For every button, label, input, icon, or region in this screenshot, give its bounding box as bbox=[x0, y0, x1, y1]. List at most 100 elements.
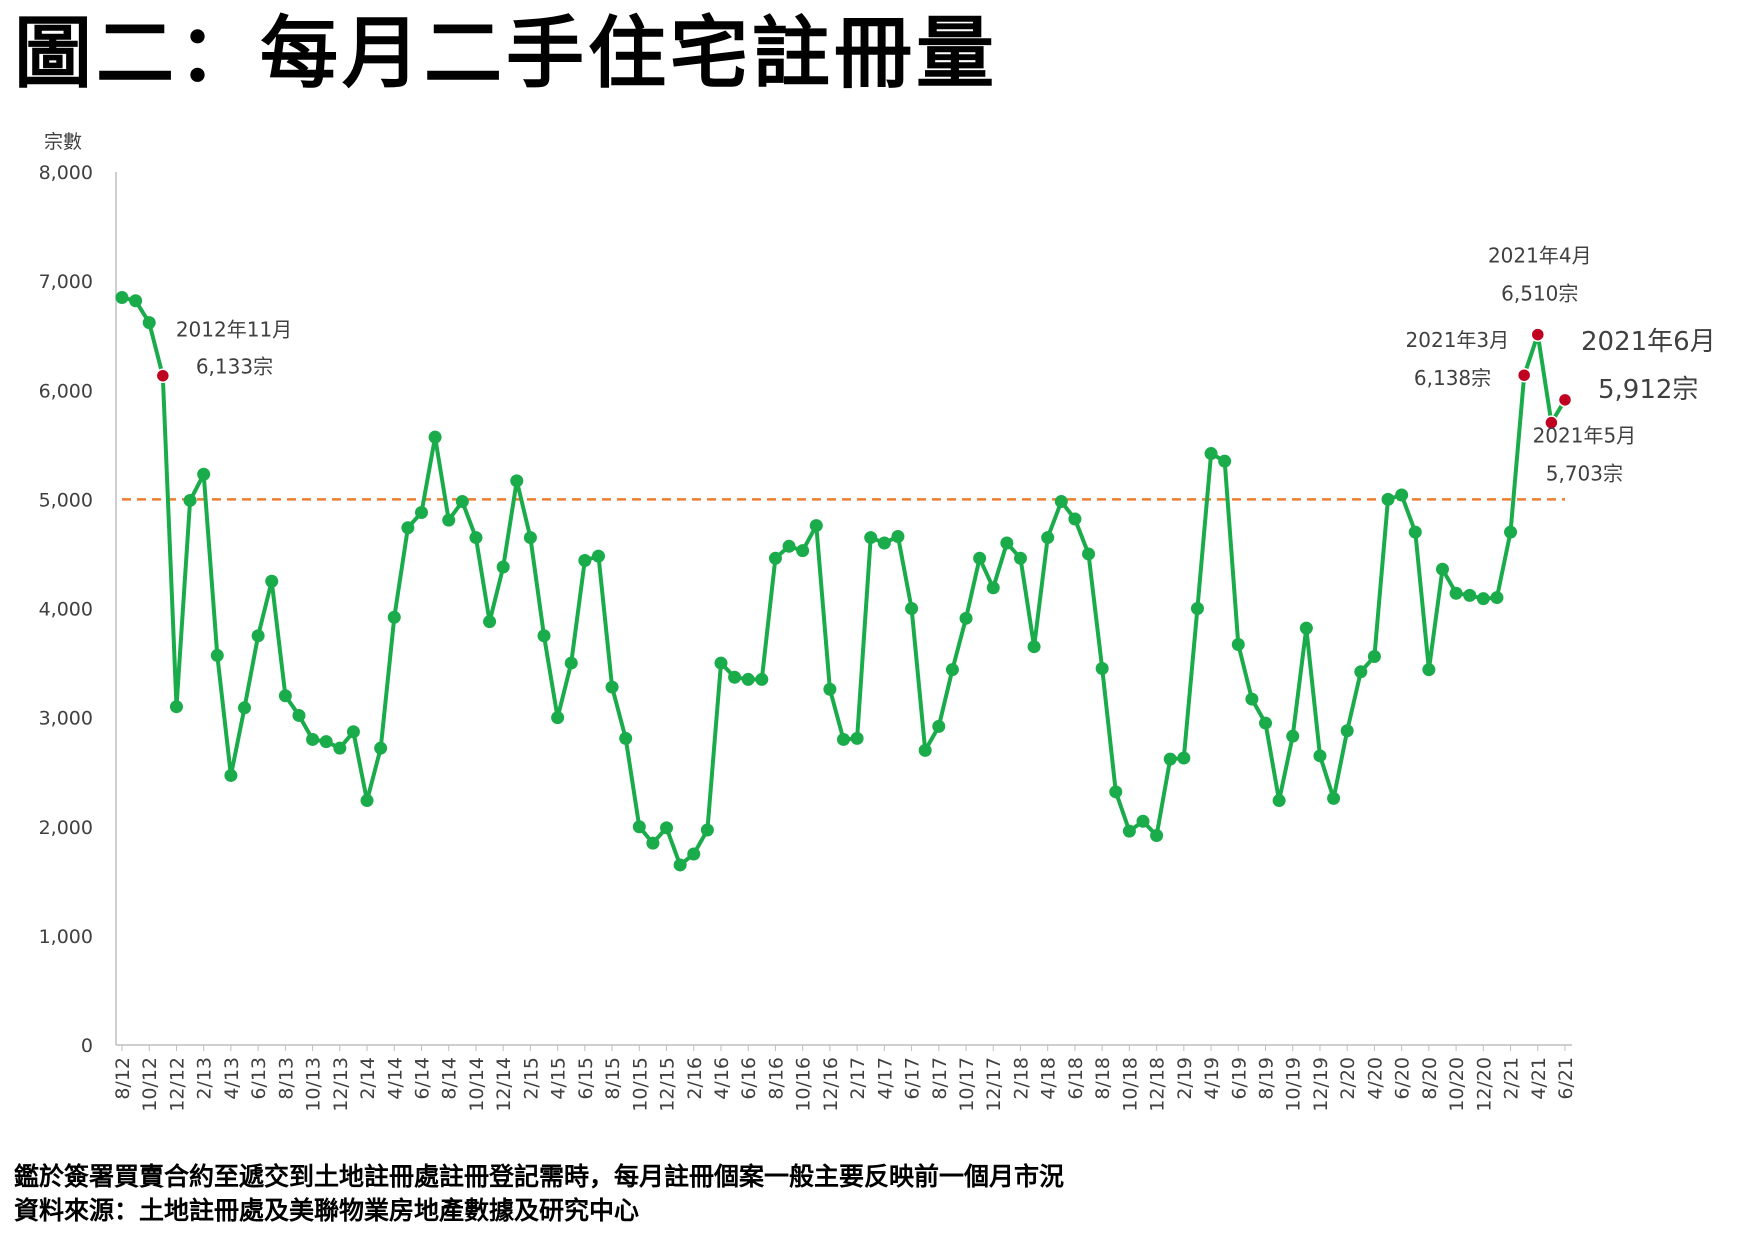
x-tick-label: 2/19 bbox=[1174, 1057, 1196, 1100]
x-tick-label: 4/16 bbox=[711, 1057, 733, 1100]
data-point bbox=[1095, 662, 1109, 676]
data-point bbox=[142, 316, 156, 330]
x-tick-label: 2/17 bbox=[847, 1057, 869, 1100]
x-tick-label: 8/15 bbox=[602, 1057, 624, 1100]
data-point bbox=[537, 629, 551, 643]
x-tick-label: 10/17 bbox=[956, 1057, 978, 1112]
data-point bbox=[823, 682, 837, 696]
x-tick-label: 2/13 bbox=[194, 1057, 216, 1100]
data-point bbox=[1340, 724, 1354, 738]
data-point bbox=[1190, 602, 1204, 615]
data-point bbox=[578, 553, 592, 567]
x-tick-label: 6/15 bbox=[575, 1057, 597, 1100]
annotation-value: 5,912宗 bbox=[1598, 375, 1698, 405]
x-tick-label: 2/21 bbox=[1501, 1057, 1523, 1100]
data-point bbox=[1354, 665, 1368, 679]
data-point bbox=[455, 495, 469, 509]
highlight-point bbox=[155, 368, 171, 383]
data-point bbox=[183, 493, 197, 507]
x-tick-label: 2/15 bbox=[520, 1057, 542, 1100]
data-point bbox=[1068, 512, 1082, 526]
x-tick-label: 10/16 bbox=[793, 1057, 815, 1112]
x-tick-label: 12/18 bbox=[1147, 1057, 1169, 1112]
x-axis-ticks: 8/12 10/12 12/12 2/13 4/13 6/13 8/13 10/13 12/13… bbox=[112, 1045, 1577, 1112]
x-tick-label: 12/16 bbox=[820, 1057, 842, 1112]
x-tick-label: 10/12 bbox=[139, 1057, 161, 1112]
x-tick-label: 4/14 bbox=[384, 1057, 406, 1100]
x-tick-label: 12/13 bbox=[330, 1057, 352, 1112]
x-tick-label: 6/13 bbox=[248, 1057, 270, 1100]
data-point bbox=[973, 551, 987, 565]
highlight-point bbox=[1544, 415, 1559, 430]
y-tick-label: 7,000 bbox=[39, 271, 93, 293]
data-point bbox=[768, 551, 782, 565]
data-point bbox=[687, 847, 701, 861]
data-point bbox=[605, 680, 619, 694]
data-point bbox=[551, 711, 565, 725]
data-point bbox=[306, 732, 320, 746]
highlight-point bbox=[1557, 392, 1573, 408]
x-tick-label: 6/16 bbox=[738, 1057, 760, 1100]
data-point bbox=[918, 743, 932, 757]
x-tick-label: 6/17 bbox=[902, 1057, 924, 1100]
annotation-value: 6,510宗 bbox=[1501, 282, 1578, 306]
data-point bbox=[510, 474, 524, 488]
footnote-source: 資料來源：土地註冊處及美聯物業房地產數據及研究中心 bbox=[14, 1196, 640, 1225]
x-tick-label: 2/20 bbox=[1337, 1057, 1359, 1100]
data-point bbox=[428, 430, 442, 444]
data-point bbox=[129, 294, 143, 308]
data-point bbox=[1122, 824, 1136, 838]
data-point bbox=[1204, 447, 1218, 461]
annotation-value: 6,138宗 bbox=[1414, 366, 1491, 390]
x-tick-label: 8/20 bbox=[1419, 1057, 1441, 1100]
series-line bbox=[121, 295, 1567, 867]
y-tick-label: 5,000 bbox=[39, 489, 93, 511]
annotation-value: 5,703宗 bbox=[1546, 462, 1623, 486]
x-tick-label: 12/20 bbox=[1473, 1057, 1495, 1112]
x-tick-label: 4/20 bbox=[1364, 1057, 1386, 1100]
x-tick-label: 4/19 bbox=[1201, 1057, 1223, 1100]
data-point bbox=[401, 521, 415, 535]
data-point bbox=[796, 544, 810, 558]
data-point bbox=[1449, 586, 1463, 600]
x-tick-label: 2/18 bbox=[1010, 1057, 1032, 1100]
annotation-date: 2021年4月 bbox=[1488, 244, 1592, 268]
x-tick-label: 12/14 bbox=[493, 1057, 515, 1112]
x-tick-label: 8/18 bbox=[1092, 1057, 1114, 1100]
x-tick-label: 6/14 bbox=[411, 1057, 433, 1100]
data-point bbox=[619, 731, 633, 745]
data-point bbox=[1395, 488, 1409, 502]
data-point bbox=[1299, 621, 1313, 635]
data-point bbox=[210, 648, 224, 662]
data-point bbox=[1327, 791, 1341, 805]
data-point bbox=[346, 725, 360, 739]
data-point bbox=[564, 656, 578, 670]
data-point bbox=[632, 820, 646, 834]
annotation-date: 2021年6月 bbox=[1581, 327, 1716, 357]
data-point bbox=[959, 611, 973, 625]
annotation-value: 6,133宗 bbox=[196, 355, 273, 379]
data-point bbox=[292, 708, 306, 722]
data-point bbox=[387, 610, 401, 624]
x-tick-label: 10/20 bbox=[1446, 1057, 1468, 1112]
data-point bbox=[1013, 551, 1027, 565]
data-point bbox=[714, 656, 728, 670]
x-tick-label: 6/21 bbox=[1555, 1057, 1577, 1100]
data-point bbox=[238, 701, 252, 715]
data-point bbox=[700, 823, 714, 837]
y-axis-label: 宗數 bbox=[44, 131, 82, 153]
data-point bbox=[360, 794, 374, 808]
x-tick-label: 2/16 bbox=[684, 1057, 706, 1100]
data-point bbox=[1231, 638, 1245, 652]
y-tick-label: 0 bbox=[81, 1035, 93, 1057]
x-tick-label: 4/18 bbox=[1038, 1057, 1060, 1100]
data-point bbox=[850, 731, 864, 745]
data-point bbox=[945, 663, 959, 677]
annotations: 2012年11月 6,133宗 2021年3月 6,138宗 2021年4月 6,510宗… bbox=[176, 244, 1716, 486]
x-tick-label: 8/13 bbox=[275, 1057, 297, 1100]
data-point bbox=[414, 505, 428, 519]
data-point bbox=[1504, 525, 1518, 539]
data-point bbox=[1490, 591, 1504, 605]
data-point bbox=[1476, 592, 1490, 606]
data-point bbox=[646, 836, 660, 850]
